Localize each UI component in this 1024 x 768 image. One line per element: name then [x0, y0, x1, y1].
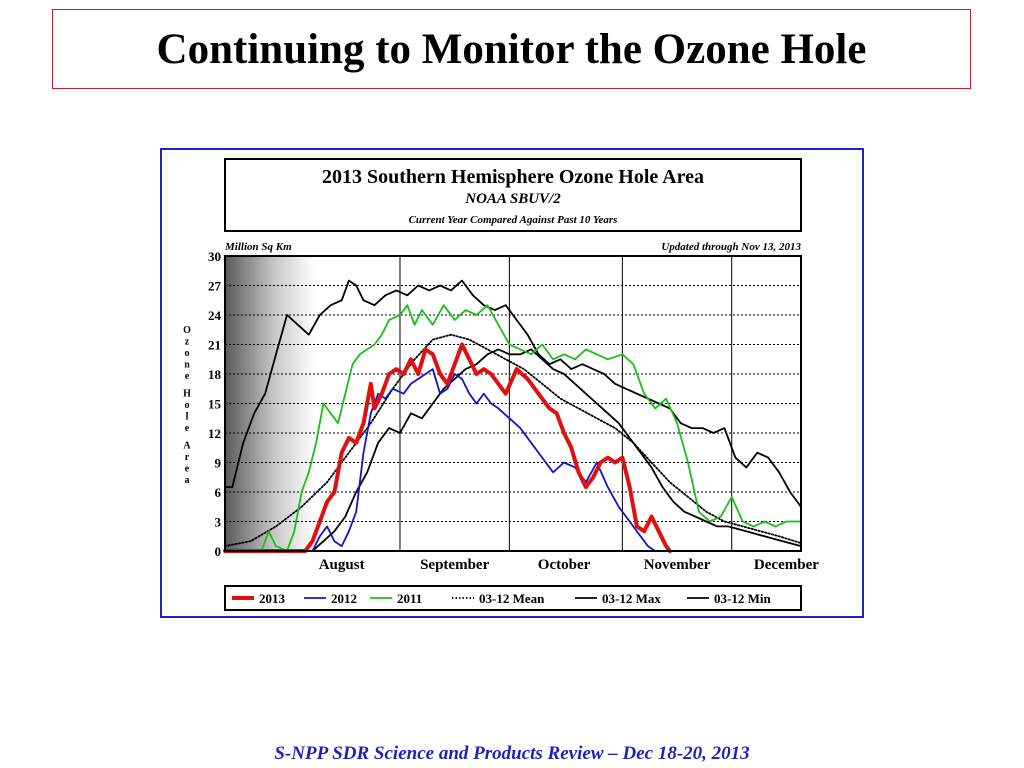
ozone-hole-chart: 2013 Southern Hemisphere Ozone Hole Area…	[183, 158, 820, 611]
month-label-layer: August September October November December	[319, 557, 820, 573]
y-tick-label: 15	[208, 397, 222, 412]
y-axis-label-char: z	[185, 337, 190, 348]
slide-title-box: Continuing to Monitor the Ozone Hole	[52, 9, 971, 89]
legend-label: 2013	[259, 591, 286, 606]
y-tick-label: 27	[208, 279, 222, 294]
y-tick-layer: 0 3 6 9 12 15 18 21 24 27 30	[208, 249, 222, 559]
x-month-label: December	[754, 557, 819, 573]
y-tick-label: 18	[208, 367, 222, 382]
ozone-chart-frame: 2013 Southern Hemisphere Ozone Hole Area…	[160, 148, 864, 618]
unit-label: Million Sq Km	[224, 241, 292, 253]
y-axis-label-char: A	[183, 441, 191, 452]
series-line-2013	[223, 342, 672, 553]
chart-header-box	[224, 158, 802, 232]
y-axis-label-char: O	[183, 325, 191, 336]
chart-subtitle: NOAA SBUV/2	[464, 191, 561, 207]
y-axis-label-char: l	[186, 412, 189, 423]
series-line-2012	[311, 368, 657, 552]
chart-subtitle-2: Current Year Compared Against Past 10 Ye…	[409, 214, 618, 226]
slide-footer: S-NPP SDR Science and Products Review – …	[274, 743, 750, 764]
series-line-2011	[224, 304, 802, 552]
y-tick-label: 3	[215, 515, 222, 530]
x-month-label: September	[420, 557, 489, 573]
y-tick-label: 30	[208, 249, 221, 264]
x-month-label: August	[319, 557, 365, 573]
y-tick-label: 21	[208, 338, 221, 353]
y-axis-label-char: o	[185, 400, 190, 411]
legend-layer: 2013 2012 2011 03-12 Mean 03-12 Max 03-12 Min	[232, 591, 771, 606]
legend-label: 03-12 Max	[602, 591, 661, 606]
y-tick-label: 24	[208, 308, 222, 323]
y-axis-label-char: o	[185, 348, 190, 359]
y-axis-label-char: e	[185, 371, 190, 382]
y-axis-label-char: r	[185, 452, 190, 463]
y-axis-label-char: n	[184, 360, 190, 371]
y-tick-label: 0	[215, 544, 222, 559]
x-month-label: November	[644, 557, 711, 573]
series-line-03-12-min	[224, 348, 802, 552]
updated-label: Updated through Nov 13, 2013	[661, 241, 801, 253]
y-tick-label: 12	[208, 426, 221, 441]
y-tick-label: 6	[215, 485, 222, 500]
plot-border	[224, 255, 802, 552]
legend-label: 03-12 Mean	[479, 591, 545, 606]
y-axis-label-char: H	[183, 389, 191, 400]
y-tick-label: 9	[215, 456, 222, 471]
y-axis-label-char: e	[185, 464, 190, 475]
series-line-03-12-mean	[224, 333, 802, 548]
y-axis-label-char: a	[185, 475, 190, 486]
series-line-03-12-max	[224, 279, 802, 508]
x-month-label: October	[538, 557, 591, 573]
legend-label: 2012	[331, 591, 357, 606]
series-layer	[223, 279, 802, 553]
slide-title: Continuing to Monitor the Ozone Hole	[156, 25, 867, 73]
chart-title: 2013 Southern Hemisphere Ozone Hole Area	[322, 166, 704, 188]
legend-label: 03-12 Min	[714, 591, 771, 606]
legend-label: 2011	[397, 591, 422, 606]
y-axis-label-char: e	[185, 423, 190, 434]
